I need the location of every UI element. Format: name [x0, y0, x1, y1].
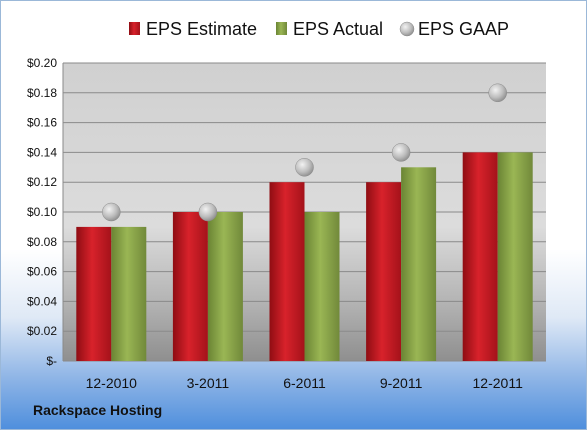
- y-tick-label: $0.12: [27, 175, 57, 189]
- legend-eps-gaap-swatch: [399, 21, 415, 37]
- legend-eps-estimate-label: EPS Estimate: [146, 19, 257, 39]
- y-tick-label: $0.04: [27, 294, 57, 308]
- x-category-label: 9-2011: [380, 375, 423, 391]
- marker-eps-gaap: [102, 202, 121, 222]
- marker-eps-gaap: [295, 158, 314, 177]
- company-name: Rackspace Hosting: [33, 402, 163, 418]
- y-tick-label: $0.20: [27, 56, 57, 70]
- bar-eps-actual: [111, 226, 147, 361]
- legend-eps-gaap-label: EPS GAAP: [418, 19, 509, 39]
- legend-eps-actual-swatch: [276, 22, 287, 35]
- bar-eps-estimate: [172, 212, 208, 361]
- y-tick-label: $0.10: [27, 205, 57, 219]
- y-tick-label: $0.14: [27, 145, 57, 159]
- y-tick-label: $0.02: [27, 324, 57, 338]
- x-category-label: 12-2010: [86, 375, 138, 391]
- bar-eps-estimate: [269, 182, 305, 361]
- x-category-label: 3-2011: [187, 375, 230, 391]
- legend-eps-estimate-swatch: [129, 22, 140, 35]
- bar-eps-estimate: [366, 182, 402, 361]
- bar-eps-actual: [207, 212, 243, 361]
- x-category-label: 6-2011: [283, 375, 326, 391]
- y-tick-label: $-: [46, 354, 57, 368]
- bar-eps-actual: [497, 152, 533, 361]
- y-tick-label: $0.08: [27, 235, 57, 249]
- legend-eps-actual-label: EPS Actual: [293, 19, 383, 39]
- marker-eps-gaap: [391, 143, 411, 162]
- y-tick-label: $0.16: [27, 116, 57, 130]
- y-tick-label: $0.18: [27, 86, 57, 100]
- marker-eps-gaap: [198, 202, 218, 222]
- bar-eps-estimate: [462, 152, 498, 361]
- y-tick-label: $0.06: [27, 265, 57, 279]
- marker-eps-gaap: [488, 83, 507, 103]
- x-category-label: 12-2011: [473, 375, 524, 391]
- bar-eps-actual: [401, 167, 437, 361]
- bar-eps-actual: [304, 212, 340, 361]
- bar-eps-estimate: [76, 226, 112, 361]
